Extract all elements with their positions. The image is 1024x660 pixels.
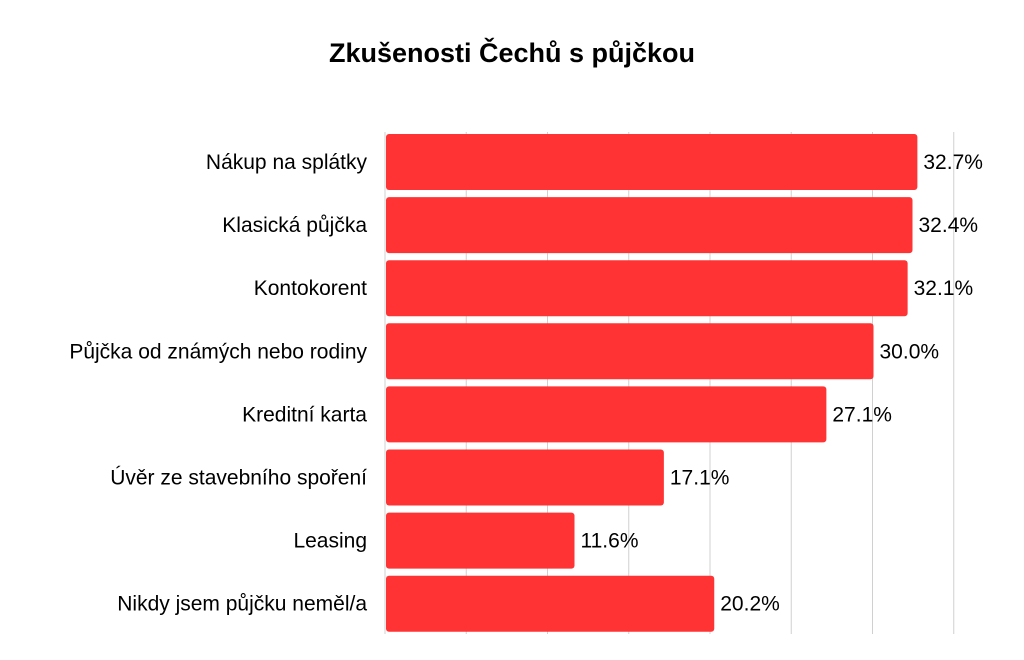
value-label: 30.0% — [880, 340, 940, 363]
category-labels: Nákup na splátky Klasická půjčka Kontokore… — [69, 151, 367, 616]
bar — [386, 449, 664, 506]
category-label: Klasická půjčka — [222, 214, 367, 237]
category-label: Úvěr ze stavebního spoření — [110, 467, 367, 490]
bar — [386, 134, 918, 190]
value-label: 11.6% — [581, 530, 639, 553]
value-label: 27.1% — [832, 403, 892, 426]
bar — [386, 197, 913, 254]
value-label: 32.7% — [923, 151, 983, 174]
value-label: 20.2% — [720, 593, 780, 616]
category-label: Nákup na splátky — [206, 151, 368, 174]
value-label: 32.1% — [914, 277, 974, 300]
bar — [386, 512, 575, 569]
category-label: Nikdy jsem půjčku neměl/a — [117, 593, 367, 616]
value-label: 32.4% — [919, 214, 979, 237]
bar — [386, 386, 827, 443]
bar — [386, 575, 715, 632]
value-label: 17.1% — [670, 467, 730, 490]
value-labels: 32.7% 32.4% 32.1% 30.0% 27.1% 17.1% 11.6% 20.2% — [581, 151, 983, 616]
category-label: Kreditní karta — [242, 403, 367, 426]
category-label: Kontokorent — [254, 277, 367, 300]
category-label: Půjčka od známých nebo rodiny — [69, 340, 367, 363]
category-label: Leasing — [293, 530, 367, 553]
bar — [386, 323, 874, 380]
chart-title: Zkušenosti Čechů s půjčkou — [328, 38, 696, 68]
bar — [386, 260, 908, 317]
bars — [386, 134, 918, 632]
